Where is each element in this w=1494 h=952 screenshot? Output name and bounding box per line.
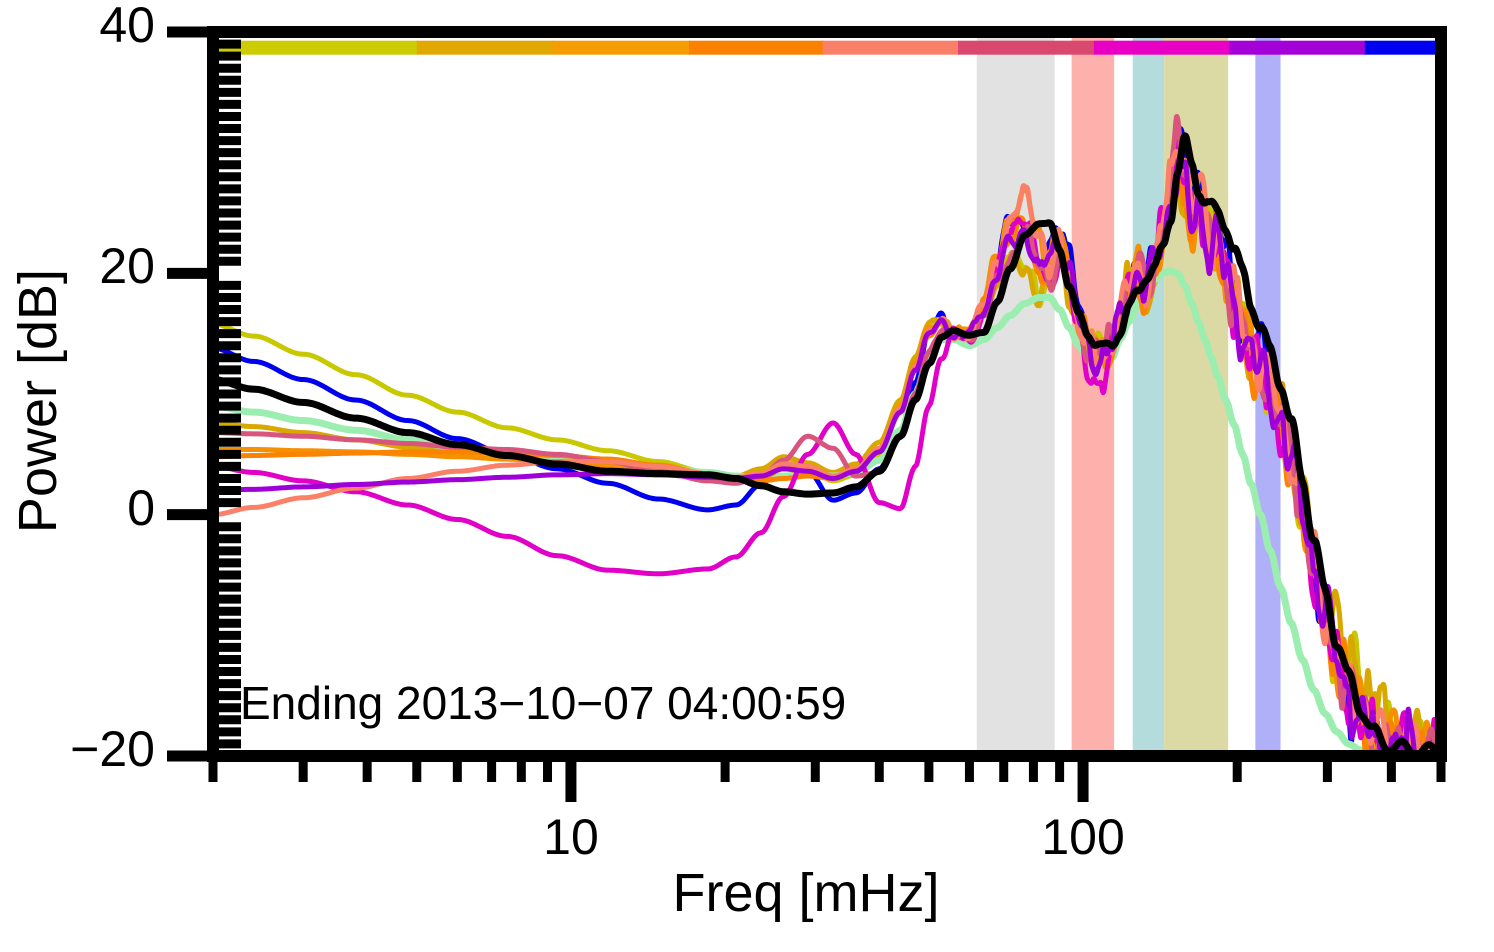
axis-ticks — [167, 26, 1446, 802]
colorbar-group — [213, 40, 1441, 55]
colorbar-segment-0 — [213, 40, 418, 55]
y-tick-label-minus20: −20 — [70, 721, 155, 777]
y-tick-label-40: 40 — [99, 0, 155, 53]
colorbar-segment-3 — [688, 40, 824, 55]
x-axis-label: Freq [mHz] — [0, 862, 1494, 924]
series-spectrum-salmon — [213, 148, 1441, 756]
band-pink — [1071, 32, 1115, 756]
x-tick-label-100: 100 — [1041, 809, 1125, 865]
colorbar-segment-1 — [416, 40, 554, 55]
series-group — [213, 113, 1441, 756]
y-tick-label-20: 20 — [99, 238, 155, 295]
colorbar-segment-4 — [822, 40, 960, 55]
colorbar-segment-5 — [958, 40, 1095, 55]
series-mean-spectrum — [213, 132, 1441, 756]
series-spectrum-purple — [213, 159, 1441, 756]
colorbar-segment-2 — [552, 40, 690, 55]
band-gray — [976, 32, 1055, 756]
band-cyan — [1132, 32, 1165, 756]
colorbar-segment-7 — [1229, 40, 1366, 55]
time-annotation: Ending 2013−10−07 04:00:59 — [240, 677, 847, 729]
y-axis-label: Power [dB] — [8, 268, 68, 534]
y-tick-label-0: 0 — [127, 479, 155, 536]
colorbar-segment-8 — [1364, 40, 1441, 55]
x-tick-label-10: 10 — [543, 809, 599, 865]
x-axis-label-text: Freq [mHz] — [672, 863, 940, 923]
colorbar-segment-6 — [1093, 40, 1231, 55]
